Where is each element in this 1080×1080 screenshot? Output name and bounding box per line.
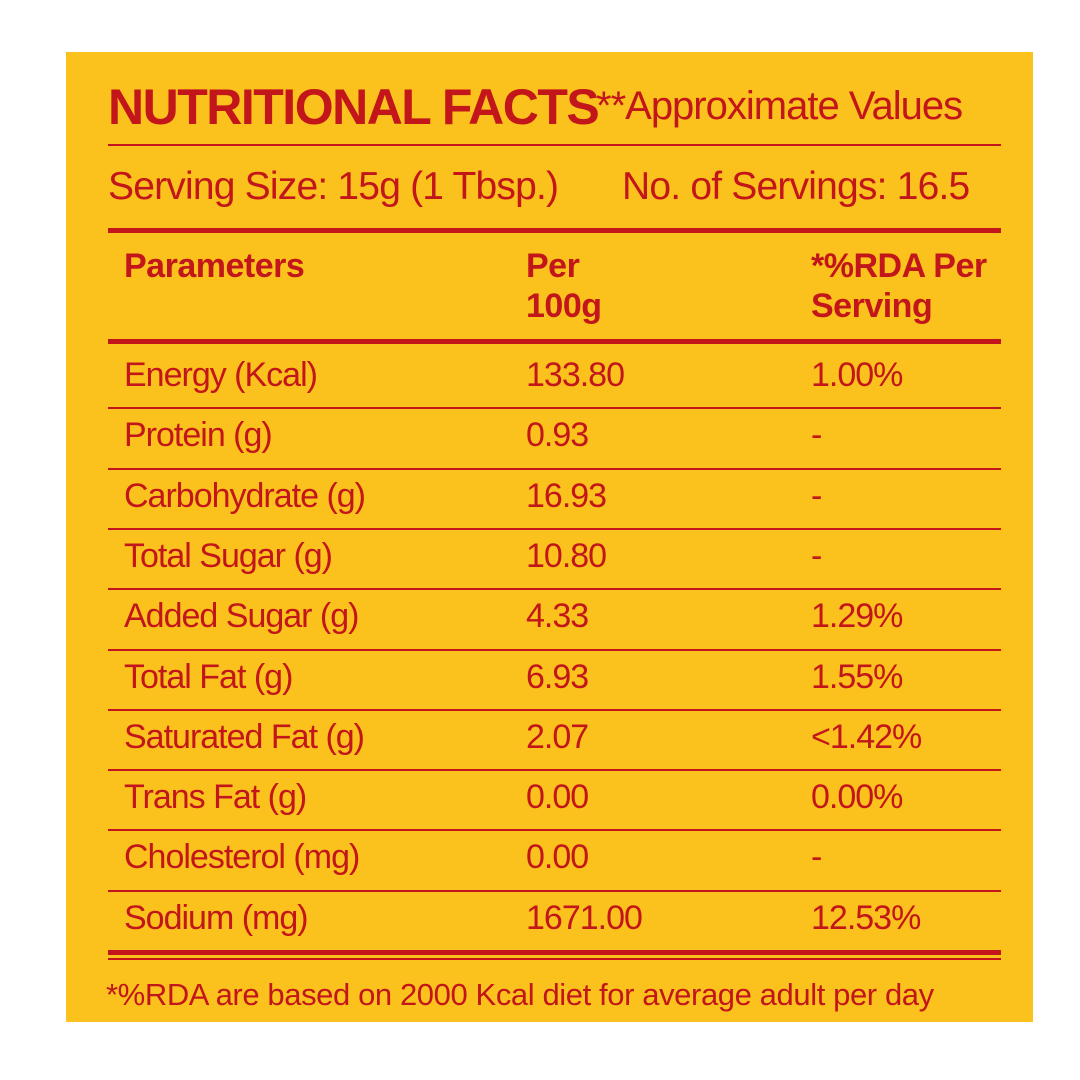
table-cell: <1.42% [811,717,922,756]
table-cell: Saturated Fat (g) [124,717,365,756]
table-cell: 2.07 [526,717,589,756]
rule [108,950,1001,955]
row-divider [108,829,1001,832]
table-cell: 1.00% [811,356,903,394]
table-cell: Protein (g) [124,416,273,455]
label-panel: NUTRITIONAL FACTS **Approximate Values S… [66,52,1033,1022]
serving-size: Serving Size: 15g (1 Tbsp.) [108,165,559,208]
row-divider [108,588,1001,591]
table-cell: Total Sugar (g) [124,536,333,575]
rule [108,228,1001,233]
table-cell: 12.53% [811,898,921,937]
table-cell: 6.93 [526,657,589,696]
table-cell: 1.29% [811,597,903,636]
row-divider [108,708,1001,711]
table-cell: Energy (Kcal) [124,356,318,394]
table-cell: 0.93 [526,416,589,455]
row-divider [108,889,1001,892]
table-cell: Carbohydrate (g) [124,476,366,515]
table-cell: 0.00 [526,778,589,817]
column-header: *%RDA Per Serving [811,247,987,325]
table-cell: 133.80 [526,356,625,394]
title: NUTRITIONAL FACTS [108,79,600,135]
table-cell: Added Sugar (g) [124,597,359,636]
table-cell: - [811,476,822,515]
rule [108,144,1001,146]
table-cell: 16.93 [526,476,607,515]
row-divider [108,769,1001,772]
table-cell: Sodium (mg) [124,898,309,937]
table-cell: - [811,416,822,455]
column-header: Per 100g [526,247,602,325]
footer: *%RDA are based on 2000 Kcal diet for av… [106,977,934,1012]
table-cell: Trans Fat (g) [124,778,307,817]
rule [108,958,1001,960]
note: **Approximate Values [596,84,963,128]
table-cell: 1671.00 [526,898,643,937]
row-divider [108,467,1001,470]
table-cell: Total Fat (g) [124,657,293,696]
table-cell: 1.55% [811,657,903,696]
table-cell: 0.00% [811,778,903,817]
servings: No. of Servings: 16.5 [622,165,970,208]
table-cell: 10.80 [526,536,607,575]
row-divider [108,648,1001,651]
rule [108,339,1001,344]
table-cell: 4.33 [526,597,589,636]
table-cell: - [811,536,822,575]
row-divider [108,527,1001,530]
table-cell: - [811,838,822,877]
table-cell: 0.00 [526,838,589,877]
table-cell: Cholesterol (mg) [124,838,360,877]
column-header: Parameters [124,247,305,285]
row-divider [108,407,1001,410]
